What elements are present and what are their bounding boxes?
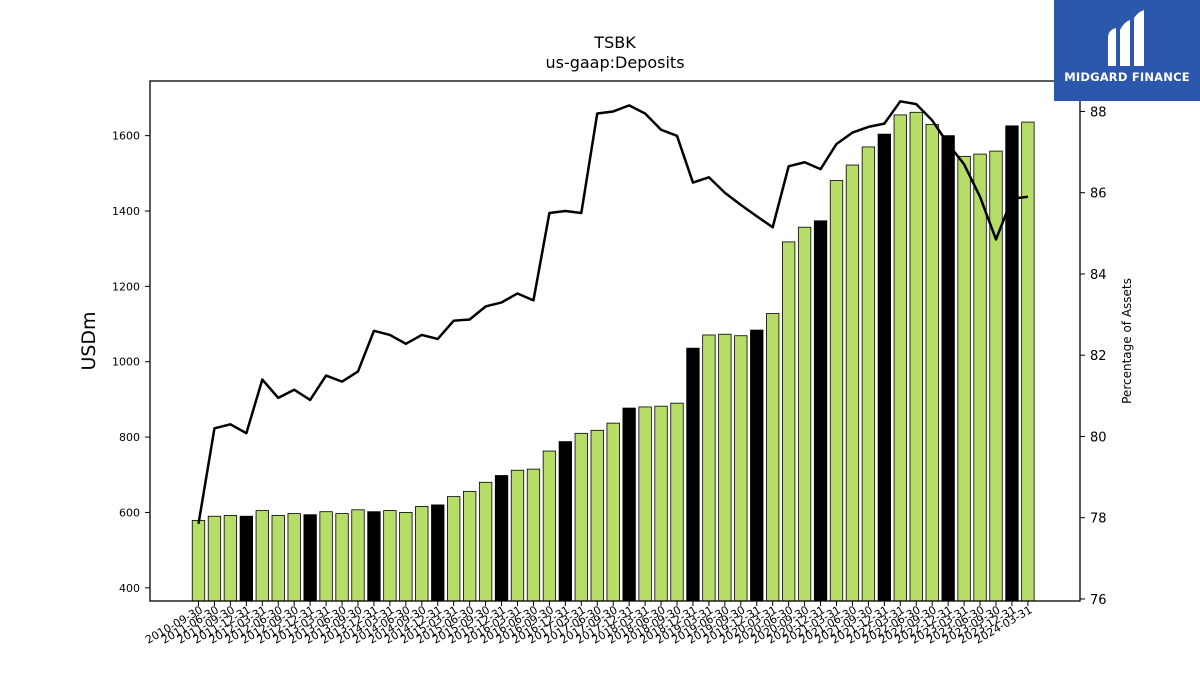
bar (670, 402, 684, 602)
line-layer (197, 100, 1029, 525)
y-axis-label: USDm (78, 311, 100, 370)
bar (478, 481, 493, 602)
bar (223, 515, 238, 602)
bar (845, 164, 860, 602)
bar (510, 469, 525, 602)
bar (973, 153, 987, 602)
bar (909, 111, 923, 602)
y2-tick-label: 80 (1090, 430, 1107, 445)
bar (877, 133, 891, 602)
bar (494, 475, 509, 602)
bar (750, 329, 764, 602)
bar (957, 155, 971, 602)
bar (574, 432, 588, 602)
bar (239, 515, 254, 602)
bar (861, 146, 876, 602)
bar (718, 333, 732, 602)
logo-text: MIDGARD FINANCE (1064, 70, 1190, 84)
axes-layer: 4006008001000120014001600767880828486882… (112, 80, 1107, 647)
plot-frame (149, 80, 1081, 602)
y2-tick-label: 86 (1090, 187, 1107, 202)
bar (447, 496, 461, 602)
y2-tick-label: 76 (1090, 593, 1107, 608)
bar (638, 406, 652, 602)
bar (989, 150, 1003, 602)
bar (431, 504, 445, 602)
bar (941, 135, 955, 602)
y-tick-label: 1400 (112, 205, 140, 218)
bar (462, 490, 477, 602)
bar (335, 513, 349, 602)
bar (415, 506, 429, 602)
y2-tick-label: 82 (1090, 349, 1107, 364)
bar (319, 511, 333, 602)
y-tick-label: 1200 (112, 280, 140, 293)
bar (1021, 121, 1035, 602)
percentage-of-assets-line (197, 100, 1029, 525)
bar (622, 407, 636, 602)
chart-subtitle: us-gaap:Deposits (545, 53, 684, 72)
bar (207, 515, 222, 602)
bar (383, 510, 397, 602)
bar (367, 511, 381, 602)
bar (542, 450, 557, 602)
bar (399, 512, 413, 602)
y2-tick-label: 78 (1090, 512, 1107, 527)
bar (813, 220, 828, 602)
bar (606, 422, 620, 602)
bar (351, 509, 365, 602)
bar (829, 180, 844, 602)
bar (893, 114, 907, 602)
bar (654, 405, 668, 602)
bar (303, 514, 317, 602)
bar (271, 515, 285, 602)
bar (734, 335, 748, 602)
bar (925, 123, 939, 602)
bar (526, 468, 541, 602)
y2-tick-label: 88 (1090, 105, 1107, 120)
y-tick-label: 1600 (112, 130, 140, 143)
bar (686, 347, 700, 602)
midgard-logo-icon (1108, 10, 1144, 66)
bars-layer (191, 111, 1035, 602)
y-tick-label: 600 (119, 506, 140, 519)
y-tick-label: 400 (119, 582, 140, 595)
bar (191, 519, 206, 602)
bar (558, 441, 572, 602)
y2-axis-label: Percentage of Assets (1120, 278, 1134, 404)
bar (782, 241, 796, 602)
y-tick-label: 800 (119, 431, 140, 444)
bar (255, 510, 269, 602)
bar (797, 226, 812, 602)
bar (590, 429, 604, 602)
y-tick-label: 1000 (112, 356, 140, 369)
midgard-logo: MIDGARD FINANCE (1054, 0, 1200, 101)
y2-tick-label: 84 (1090, 268, 1107, 283)
bar (702, 334, 716, 602)
chart-title: TSBK (593, 33, 636, 52)
bar (766, 313, 780, 602)
bar (287, 513, 301, 602)
